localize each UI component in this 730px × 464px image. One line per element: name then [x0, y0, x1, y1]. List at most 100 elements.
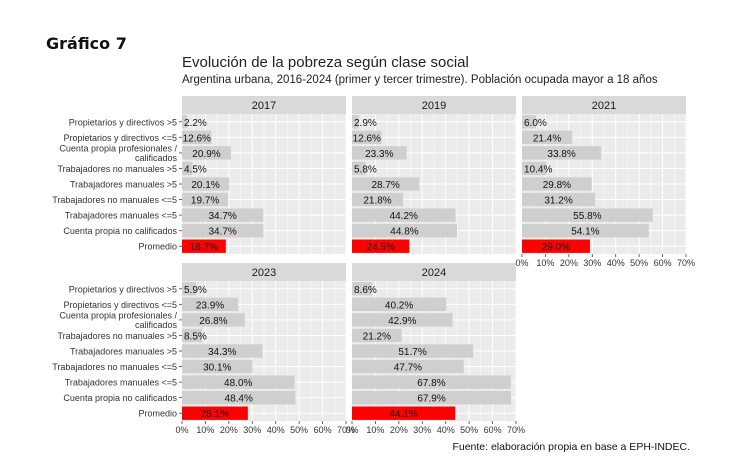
facet-label: 2024 — [422, 267, 446, 279]
bar — [182, 375, 295, 389]
bar — [182, 146, 231, 160]
data-label: 21.8% — [363, 196, 391, 207]
category-label: Trabajadores manuales >5 — [70, 347, 177, 357]
bar — [182, 297, 238, 312]
tick-label: 50% — [460, 425, 478, 435]
category-label: Trabajadores no manuales >5 — [58, 331, 178, 341]
bar — [182, 223, 264, 238]
bar — [352, 328, 402, 343]
tick-label: 20% — [560, 258, 578, 268]
bar — [182, 208, 264, 222]
category-label-line: Cuenta propia profesionales / — [59, 143, 177, 153]
data-label: 29.8% — [543, 180, 571, 191]
category-label: Cuenta propia no calificados — [63, 226, 177, 236]
facet-strip — [352, 263, 516, 281]
bar — [352, 208, 456, 222]
bar — [352, 239, 410, 253]
tick-label: 10% — [536, 258, 554, 268]
bar — [522, 146, 602, 160]
bar — [522, 192, 596, 207]
data-label: 48.0% — [224, 378, 252, 389]
bar — [522, 130, 573, 145]
bar — [352, 406, 456, 420]
data-label: 8.6% — [354, 285, 377, 296]
category-label: Promedio — [138, 242, 177, 252]
bar — [182, 359, 253, 374]
bar — [352, 146, 407, 160]
data-label: 26.8% — [199, 316, 227, 327]
bar — [522, 208, 653, 222]
tick-label: 10% — [366, 425, 384, 435]
facet-label: 2019 — [422, 100, 446, 112]
bar — [352, 313, 453, 327]
data-label: 28.7% — [371, 180, 399, 191]
tick-label: 20% — [220, 425, 238, 435]
tick-label: 70% — [677, 258, 695, 268]
bar — [352, 359, 464, 374]
category-label: Trabajadores manuales >5 — [70, 180, 177, 190]
facet-label: 2023 — [252, 267, 276, 279]
tick-label: 0% — [515, 258, 528, 268]
data-label: 2.2% — [184, 118, 207, 129]
bar — [352, 115, 359, 129]
bar — [352, 130, 382, 145]
facet-strip — [182, 263, 346, 281]
category-label: Propietarios y directivos <=5 — [63, 133, 177, 143]
data-label: 12.6% — [353, 133, 381, 144]
category-label: Cuenta propia profesionales / calificados — [59, 310, 177, 330]
bar — [522, 223, 649, 238]
figure-label: Gráfico 7 — [46, 34, 127, 53]
category-label: Trabajadores manuales <=5 — [65, 378, 177, 388]
data-label: 6.0% — [524, 118, 547, 129]
tick-label: 30% — [243, 425, 261, 435]
bar — [522, 239, 590, 253]
bar — [352, 223, 457, 238]
bar — [352, 344, 474, 358]
data-label: 5.9% — [184, 285, 207, 296]
data-label: 31.2% — [544, 196, 572, 207]
data-label: 40.2% — [385, 300, 413, 311]
category-label: Cuenta propia profesionales / calificados — [59, 143, 177, 163]
bar — [522, 177, 592, 191]
bar — [352, 177, 420, 191]
category-label: Trabajadores no manuales <=5 — [52, 195, 177, 205]
data-label: 20.1% — [191, 180, 219, 191]
bar — [182, 239, 226, 253]
tick-label: 60% — [484, 425, 502, 435]
facet-label: 2017 — [252, 100, 276, 112]
bar — [352, 375, 511, 389]
category-label: Propietarios y directivos >5 — [69, 117, 177, 127]
data-label: 34.3% — [208, 347, 236, 358]
data-label: 2.9% — [354, 118, 377, 129]
data-label: 4.5% — [184, 164, 207, 175]
tick-label: 0% — [345, 425, 358, 435]
data-label: 48.4% — [225, 394, 253, 405]
facet-strip — [352, 96, 516, 114]
category-label: Trabajadores manuales <=5 — [65, 211, 177, 221]
bar — [522, 161, 547, 176]
bar — [182, 282, 196, 296]
tick-label: 50% — [290, 425, 308, 435]
category-label: Trabajadores no manuales >5 — [58, 164, 178, 174]
category-label-line: calificados — [135, 153, 178, 163]
chart-subtitle: Argentina urbana, 2016-2024 (primer y te… — [182, 74, 658, 86]
bar — [182, 177, 230, 191]
tick-label: 0% — [175, 425, 188, 435]
data-label: 51.7% — [398, 347, 426, 358]
data-label: 44.1% — [389, 409, 417, 420]
category-label: Propietarios y directivos >5 — [69, 284, 177, 294]
bar — [182, 161, 193, 176]
data-label: 29.0% — [542, 242, 570, 253]
category-label-line: calificados — [135, 320, 178, 330]
chart-title: Evolución de la pobreza según clase soci… — [182, 54, 469, 71]
data-label: 54.1% — [571, 227, 599, 238]
category-label: Promedio — [138, 409, 177, 419]
data-label: 44.8% — [390, 227, 418, 238]
bar — [182, 328, 202, 343]
bar — [352, 192, 404, 207]
tick-label: 40% — [267, 425, 285, 435]
data-label: 24.5% — [367, 242, 395, 253]
data-label: 34.7% — [208, 211, 236, 222]
tick-label: 40% — [437, 425, 455, 435]
